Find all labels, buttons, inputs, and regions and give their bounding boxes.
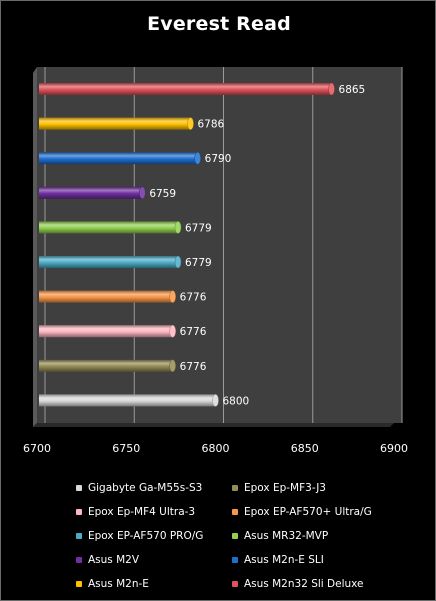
x-tick-label: 6750 (112, 442, 140, 455)
bar-value-label: 6776 (180, 326, 207, 338)
legend-item: Epox Ep-MF3-J3 (232, 480, 326, 496)
legend-swatch (76, 485, 82, 491)
legend-label: Epox EP-AF570 PRO/G (88, 530, 204, 542)
bar (39, 256, 179, 268)
bar-value-label: 6776 (180, 361, 207, 373)
legend-item: Epox Ep-MF4 Ultra-3 (76, 504, 195, 520)
bar-end-cap (169, 290, 176, 303)
legend-swatch (232, 533, 238, 539)
legend-label: Epox Ep-MF4 Ultra-3 (88, 506, 196, 518)
legend-label: Asus MR32-MVP (244, 530, 329, 542)
bar-value-label: 6865 (339, 84, 366, 96)
legend-item: Epox EP-AF570 PRO/G (76, 528, 203, 544)
bar (39, 83, 332, 95)
chart-title: Everest Read (147, 13, 291, 35)
bar (39, 394, 216, 407)
bar (39, 221, 179, 234)
legend-swatch (76, 533, 82, 539)
bar (39, 325, 173, 338)
bar-end-cap (212, 394, 219, 407)
legend-item: Asus M2n-E SLI (232, 552, 324, 568)
bar-value-label: 6790 (205, 153, 232, 165)
bar-end-cap (169, 359, 176, 373)
bar (39, 152, 198, 165)
bar (39, 186, 143, 199)
bar-end-cap (139, 186, 146, 200)
bar (39, 290, 173, 303)
bar-value-label: 6779 (185, 257, 212, 269)
bar-end-cap (194, 151, 201, 165)
legend-swatch (76, 509, 82, 515)
legend-swatch (232, 557, 238, 563)
plot-side-wall (33, 67, 37, 427)
legend-item: Asus M2n32 Sli Deluxe (232, 576, 364, 592)
bar-end-cap (174, 221, 182, 234)
bar-value-label: 6800 (223, 395, 250, 407)
legend-label: Epox Ep-MF3-J3 (244, 482, 326, 494)
bar-end-cap (328, 82, 335, 96)
legend-item: Asus M2V (76, 552, 139, 568)
legend-item: Epox EP-AF570+ Ultra/G (232, 504, 372, 520)
plot-floor (33, 423, 394, 427)
bar-end-cap (169, 324, 176, 338)
legend-label: Gigabyte Ga-M55s-S3 (88, 482, 203, 494)
bar (39, 359, 173, 372)
x-tick-label: 6900 (380, 442, 408, 455)
bar-value-label: 6786 (198, 119, 225, 131)
legend-swatch (76, 557, 82, 563)
legend-label: Asus M2n-E (88, 578, 149, 590)
x-tick-label: 6850 (291, 442, 319, 455)
legend-label: Asus M2n-E SLI (244, 554, 324, 566)
x-tick-label: 6700 (23, 442, 51, 455)
bar-value-label: 6776 (180, 292, 207, 304)
legend-swatch (232, 485, 238, 491)
legend-item: Gigabyte Ga-M55s-S3 (76, 480, 202, 496)
legend-label: Epox EP-AF570+ Ultra/G (244, 506, 372, 518)
legend-swatch (232, 509, 238, 515)
legend-item: Asus M2n-E (76, 576, 149, 592)
legend-swatch (232, 581, 238, 587)
legend-label: Asus M2n32 Sli Deluxe (244, 578, 364, 590)
bar-end-cap (174, 255, 182, 269)
bar (39, 117, 191, 130)
x-tick-label: 6800 (202, 442, 230, 455)
legend-swatch (76, 581, 82, 587)
bar-end-cap (187, 117, 194, 130)
legend-label: Asus M2V (88, 554, 140, 566)
legend-item: Asus MR32-MVP (232, 528, 328, 544)
bar-value-label: 6779 (185, 222, 212, 234)
bar-value-label: 6759 (149, 188, 176, 200)
